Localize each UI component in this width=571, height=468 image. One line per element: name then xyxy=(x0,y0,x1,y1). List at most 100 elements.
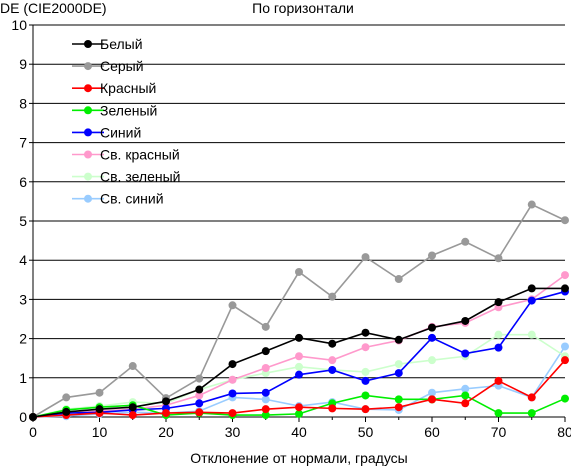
series-2-point xyxy=(62,393,71,402)
x-tick-label: 20 xyxy=(158,424,174,440)
series-2-point xyxy=(428,251,436,260)
series-3-point xyxy=(361,405,370,414)
series-2-point xyxy=(195,374,204,383)
y-axis-label: DE (CIE2000DE) xyxy=(0,0,107,16)
x-tick-label: 70 xyxy=(491,424,507,440)
series-8-point xyxy=(561,342,569,351)
series-3-point xyxy=(461,399,470,408)
series-1-point xyxy=(162,397,170,406)
series-2-point xyxy=(228,301,237,310)
series-6 xyxy=(29,271,569,421)
series-5-point xyxy=(461,349,470,358)
series-4-point xyxy=(561,394,569,403)
series-2-point xyxy=(527,200,536,209)
x-tick-label: 40 xyxy=(291,424,307,440)
series-2-point xyxy=(128,362,137,371)
series-1-point xyxy=(494,298,503,307)
series-5-point xyxy=(361,376,370,385)
legend-item: Белый xyxy=(72,36,143,52)
legend-item: Св. синий xyxy=(72,191,164,207)
series-3-point xyxy=(195,408,204,417)
chart-title: По горизонтали xyxy=(252,0,354,16)
series-4-point xyxy=(295,409,303,418)
series-1-point xyxy=(62,407,71,416)
y-tick-label: 5 xyxy=(19,213,27,229)
series-3-point xyxy=(162,409,170,418)
legend-marker xyxy=(84,194,92,203)
series-3-point xyxy=(561,356,569,365)
grid-lines xyxy=(33,24,565,379)
series-1-point xyxy=(261,347,270,356)
series-2-point xyxy=(461,237,470,246)
legend-marker xyxy=(84,62,92,71)
series-1-point xyxy=(428,323,436,332)
legend-label: Красный xyxy=(100,80,156,96)
legend-marker xyxy=(84,150,92,159)
y-tick-label: 3 xyxy=(19,291,27,307)
series-4-point xyxy=(361,391,370,400)
series-7-point xyxy=(361,367,370,376)
series-1-point xyxy=(328,339,337,348)
series-4-point xyxy=(461,391,470,400)
legend-item: Синий xyxy=(72,124,141,140)
legend-item: Зеленый xyxy=(72,102,157,118)
series-3-point xyxy=(394,403,403,412)
series-3-point xyxy=(228,409,237,418)
series-3-point xyxy=(527,393,536,402)
y-tick-label: 6 xyxy=(19,174,27,190)
legend-label: Серый xyxy=(100,58,144,74)
x-tick-label: 30 xyxy=(225,424,241,440)
legend-item: Св. красный xyxy=(72,147,180,163)
series-7-point xyxy=(394,360,403,369)
series-2 xyxy=(29,200,569,421)
series-2-point xyxy=(361,253,370,262)
series-5-point xyxy=(195,399,204,408)
series-5-point xyxy=(228,389,237,398)
x-tick-label: 10 xyxy=(92,424,108,440)
series-2-point xyxy=(561,216,569,225)
series-1-point xyxy=(394,335,403,344)
series-5-point xyxy=(394,369,403,378)
y-tick-label: 2 xyxy=(19,331,27,347)
series-4-point xyxy=(527,409,536,418)
legend-label: Белый xyxy=(100,36,143,52)
series-1-point xyxy=(95,405,104,414)
series-4-point xyxy=(394,395,403,404)
y-tick-label: 9 xyxy=(19,56,27,72)
series-6-line xyxy=(32,274,566,418)
legend-item: Серый xyxy=(72,58,144,74)
series-7-point xyxy=(527,330,536,339)
series-6-point xyxy=(261,364,270,372)
x-tick-label: 50 xyxy=(358,424,374,440)
series-1-point xyxy=(228,360,237,369)
series-6-point xyxy=(295,352,303,361)
series-2-line xyxy=(32,203,566,418)
series-3-point xyxy=(128,411,137,420)
series-8-point xyxy=(428,388,436,397)
series-1-point xyxy=(295,333,303,342)
legend-marker xyxy=(84,106,92,115)
series-1-point xyxy=(29,413,37,421)
series-1-point xyxy=(128,403,137,412)
series-2-point xyxy=(261,322,270,331)
series-3-point xyxy=(295,403,303,412)
y-tick-label: 0 xyxy=(19,409,27,425)
series-3-point xyxy=(494,376,503,385)
series-7-point xyxy=(494,330,503,339)
legend: Белый Серый Красный Зеленый Синий Св. красный… xyxy=(72,36,180,207)
series-2-point xyxy=(394,275,403,284)
series-2-point xyxy=(295,267,303,276)
legend-label: Зеленый xyxy=(100,102,157,118)
series-6-point xyxy=(361,343,370,352)
y-tick-label: 4 xyxy=(19,252,27,268)
series-3-point xyxy=(428,395,436,404)
series-2-point xyxy=(494,254,503,263)
y-tick-label: 7 xyxy=(19,135,27,151)
series-5-point xyxy=(328,365,337,374)
series-6-point xyxy=(195,391,204,400)
series-5-point xyxy=(494,343,503,352)
series-6-point xyxy=(561,271,569,280)
series-7-point xyxy=(295,362,303,371)
series-2-point xyxy=(328,292,337,301)
